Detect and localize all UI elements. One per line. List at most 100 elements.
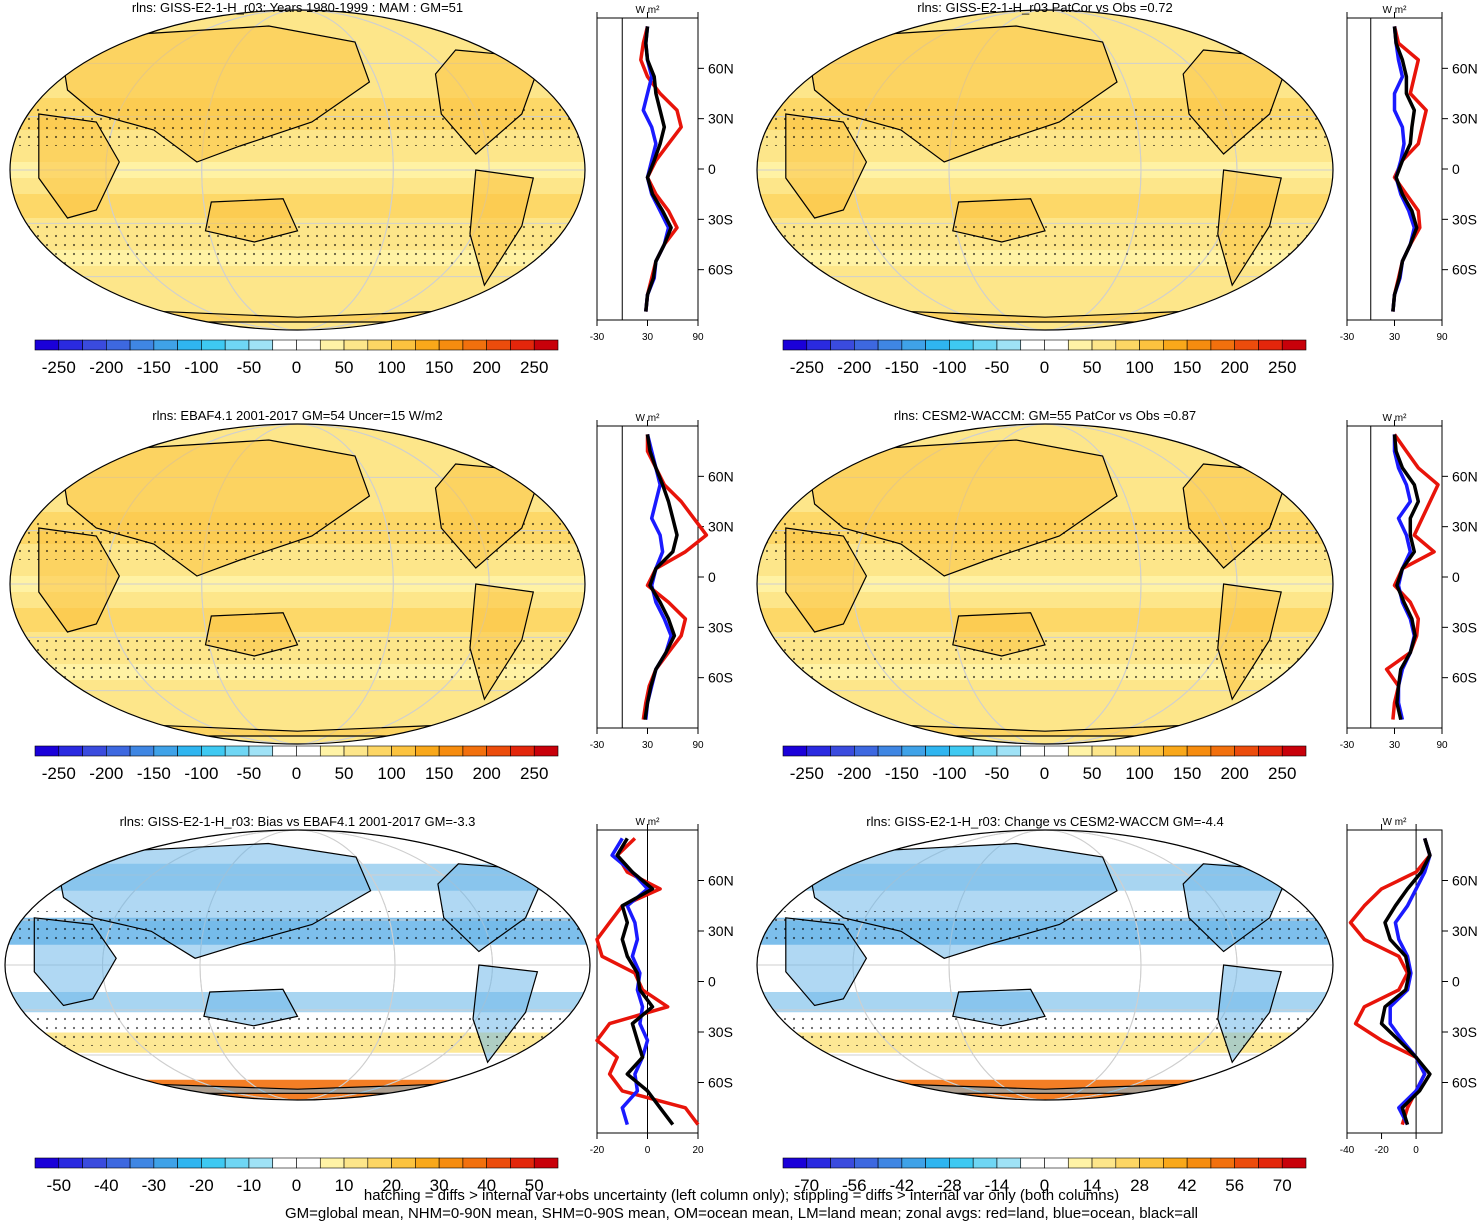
- zonal-lat-label: 60S: [708, 670, 733, 686]
- zonal-frame: [1346, 829, 1443, 1134]
- colorbar-box: [901, 745, 926, 757]
- map-panel-4: [756, 423, 1334, 745]
- colorbar-box: [1044, 1157, 1069, 1169]
- stippling: [5, 1012, 590, 1046]
- colorbar-box: [1139, 745, 1164, 757]
- zonal-lat-label: 30N: [708, 923, 734, 939]
- colorbar-box: [996, 1157, 1022, 1169]
- colorbar-label: -100: [184, 764, 218, 783]
- colorbar-label: -150: [885, 358, 919, 377]
- colorbar-box: [510, 745, 535, 757]
- colorbar-label: 150: [1173, 764, 1201, 783]
- colorbar-label: 50: [1083, 764, 1102, 783]
- zonal-panel-1: -30 30 90 W m² 60N 30N 0 30S 60S: [590, 5, 734, 343]
- zonal-lat-label: 30S: [1452, 211, 1477, 227]
- colorbar-label: 100: [377, 358, 405, 377]
- colorbar-label: -100: [932, 358, 966, 377]
- colorbar-1: -250 -200 -150 -100 -50 0 50 100 150 200 250: [34, 339, 559, 377]
- colorbar-box: [82, 339, 107, 351]
- graticule-meridian: [948, 10, 1142, 330]
- colorbar-box: [996, 745, 1022, 757]
- colorbar-label: -70: [794, 1176, 819, 1195]
- panel-title-2: rlns: GISS-E2-1-H_r03 PatCor vs Obs =0.7…: [917, 0, 1172, 15]
- colorbar-box: [1210, 1157, 1235, 1169]
- zonal-xtick-label: -20: [590, 1145, 605, 1156]
- zonal-lat-label: 60N: [1452, 60, 1478, 76]
- zonal-lat-label: 30N: [1452, 111, 1478, 127]
- colorbar-box: [319, 339, 345, 351]
- colorbar-box: [224, 745, 250, 757]
- stippling: [757, 911, 1333, 945]
- stippling: [757, 1012, 1333, 1046]
- colorbar-box: [391, 339, 416, 351]
- colorbar-box: [58, 745, 83, 757]
- colorbar-box: [806, 1157, 831, 1169]
- colorbar-label: 56: [1225, 1176, 1244, 1195]
- colorbar-box: [949, 745, 974, 757]
- colorbar-box: [782, 1157, 808, 1169]
- colorbar-label: 0: [1040, 358, 1049, 377]
- zonal-lat-label: 60S: [1452, 1075, 1477, 1091]
- colorbar-box: [877, 745, 903, 757]
- panel-title-3: rlns: EBAF4.1 2001-2017 GM=54 Uncer=15 W…: [152, 408, 442, 423]
- stippling: [757, 226, 1333, 266]
- colorbar-box: [106, 1157, 131, 1169]
- colorbar-label: 250: [1268, 764, 1296, 783]
- colorbar-box: [1139, 1157, 1164, 1169]
- colorbar-label: -50: [237, 358, 262, 377]
- colorbar-label: -250: [790, 764, 824, 783]
- map-panel-6: [756, 829, 1334, 1101]
- zonal-series-all: [1391, 26, 1419, 312]
- footer-line-2: GM=global mean, NHM=0-90N mean, SHM=0-90…: [284, 1205, 1198, 1222]
- zonal-xtick-label: 30: [642, 740, 654, 751]
- colorbar-label: 100: [1125, 764, 1153, 783]
- colorbar-box: [296, 339, 321, 351]
- colorbar-box: [1258, 745, 1283, 757]
- colorbar-label: -56: [842, 1176, 867, 1195]
- zonal-series-all: [644, 26, 673, 312]
- zonal-xtick-label: 90: [1436, 332, 1448, 343]
- colorbar-box: [1091, 745, 1117, 757]
- map-field-4: [757, 424, 1333, 744]
- colorbar-label: -250: [42, 764, 76, 783]
- colorbar-box: [248, 745, 274, 757]
- graticule-meridian: [201, 424, 394, 744]
- zonal-lat-label: 0: [1452, 974, 1460, 990]
- colorbar-label: 100: [1125, 358, 1153, 377]
- graticule-meridian: [199, 830, 396, 1100]
- colorbar-box: [415, 745, 440, 757]
- colorbar-box: [462, 1157, 487, 1169]
- colorbar-box: [830, 1157, 855, 1169]
- colorbar-box: [343, 745, 369, 757]
- colorbar-label: -150: [137, 358, 171, 377]
- colorbar-label: -30: [142, 1176, 167, 1195]
- colorbar-box: [224, 1157, 250, 1169]
- zonal-frame: [596, 425, 699, 729]
- colorbar-box: [201, 1157, 226, 1169]
- stippling: [757, 106, 1333, 146]
- colorbar-box: [1044, 339, 1069, 351]
- colorbar-label: 10: [335, 1176, 354, 1195]
- zonal-lat-label: 0: [708, 569, 716, 585]
- colorbar-box: [830, 339, 855, 351]
- colorbar-label: 100: [377, 764, 405, 783]
- zonal-xtick-label: -30: [590, 332, 605, 343]
- zonal-lat-label: 60N: [708, 60, 734, 76]
- zonal-lat-label: 0: [708, 974, 716, 990]
- zonal-panel-2: -30 30 90 W m² 60N 30N 0 30S 60S: [1340, 5, 1478, 343]
- colorbar-label: -150: [885, 764, 919, 783]
- zonal-unit: W m²: [1383, 413, 1408, 424]
- colorbar-label: -200: [837, 764, 871, 783]
- colorbar-label: -200: [89, 358, 123, 377]
- colorbar-box: [854, 1157, 879, 1169]
- zonal-lat-label: 30S: [708, 619, 733, 635]
- map-field-2: [757, 10, 1333, 330]
- colorbar-label: -28: [937, 1176, 962, 1195]
- colorbar-box: [1115, 745, 1140, 757]
- zonal-xtick-label: 90: [692, 332, 704, 343]
- colorbar-box: [1115, 339, 1140, 351]
- colorbar-box: [877, 1157, 903, 1169]
- zonal-xtick-label: -20: [1374, 1145, 1389, 1156]
- colorbar-box: [1020, 339, 1045, 351]
